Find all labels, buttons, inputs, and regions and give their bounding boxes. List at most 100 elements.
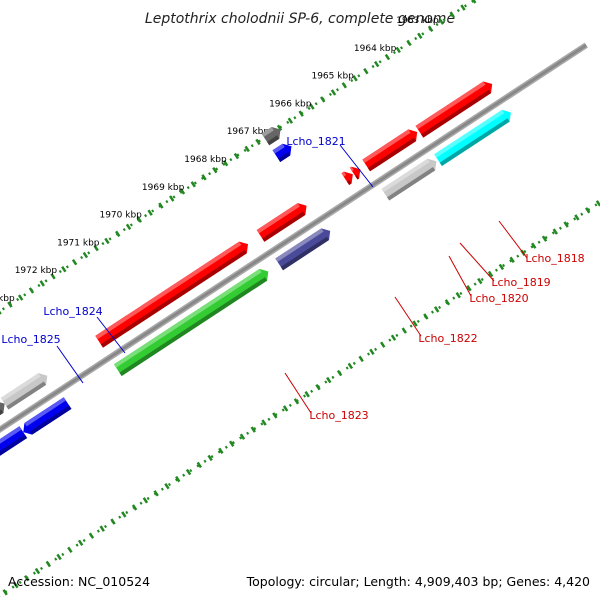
ruler-tick <box>115 230 121 238</box>
ruler-tick <box>222 159 229 167</box>
inner-tick <box>304 391 310 398</box>
leader-line <box>394 296 422 337</box>
ruler-tick <box>287 117 294 124</box>
ruler-tick <box>341 82 347 89</box>
ruler-tick <box>384 53 391 61</box>
ruler-tick <box>50 273 56 280</box>
ruler-label: 1964 kbp <box>354 44 397 54</box>
inner-tick <box>153 490 159 497</box>
inner-tick <box>541 235 548 242</box>
ruler-tick <box>417 32 423 40</box>
inner-tick <box>380 341 386 348</box>
gene-label: Lcho_1823 <box>309 409 368 422</box>
inner-tick <box>477 277 483 285</box>
inner-tick <box>45 560 51 568</box>
inner-tick <box>272 412 278 419</box>
ruler-tick <box>179 188 186 195</box>
gene-arrow <box>381 158 437 201</box>
inner-tick <box>56 553 62 561</box>
ruler-label: 1972 kbp <box>15 266 58 276</box>
inner-tick <box>552 228 559 235</box>
gene-label: Lcho_1818 <box>525 252 584 265</box>
inner-tick <box>142 497 149 504</box>
leader-line <box>339 144 374 188</box>
inner-tick <box>228 440 235 447</box>
ruler-label: 1973 kbp <box>0 294 15 304</box>
ruler-tick <box>449 11 455 18</box>
inner-tick <box>175 475 181 483</box>
inner-tick <box>164 482 170 490</box>
inner-tick <box>423 313 429 320</box>
gene-arrow <box>95 241 248 348</box>
inner-tick <box>487 270 494 278</box>
inner-tick <box>77 539 84 546</box>
gene-arrow <box>349 166 361 180</box>
ruler-tick <box>7 301 13 308</box>
ruler-tick <box>17 294 24 301</box>
ruler-tick <box>395 46 401 54</box>
inner-tick <box>401 327 407 334</box>
inner-tick <box>239 433 246 440</box>
ruler-tick <box>0 308 2 315</box>
gene-arrow <box>0 426 28 460</box>
inner-tick <box>2 589 8 596</box>
inner-tick <box>358 355 364 363</box>
gene-label: Lcho_1825 <box>1 333 60 346</box>
inner-tick <box>131 504 138 511</box>
inner-tick <box>433 306 440 313</box>
gene-labels: Lcho_1821 Lcho_1824 Lcho_1825 Lcho_1818 Lcho… <box>1 135 584 422</box>
gene-label: Lcho_1819 <box>491 276 550 289</box>
gene-arrow <box>275 228 331 271</box>
ruler-tick <box>212 167 218 174</box>
ruler-tick <box>125 223 132 230</box>
label-leaders <box>56 144 528 414</box>
inner-tick <box>185 468 192 476</box>
gene-arrow <box>415 81 493 138</box>
ruler-tick <box>320 96 326 103</box>
inner-tick <box>110 518 116 525</box>
ruler-tick <box>373 60 380 68</box>
leader-line <box>56 345 84 384</box>
inner-tick <box>455 292 461 299</box>
gene-features <box>0 81 511 460</box>
inner-tick <box>326 376 332 384</box>
leader-line <box>96 316 126 354</box>
map-title: Leptothrix cholodnii SP-6, complete geno… <box>145 11 455 27</box>
ruler-tick <box>233 152 240 160</box>
ruler-tick <box>168 195 175 202</box>
inner-tick <box>347 362 354 370</box>
ruler-track <box>0 0 533 413</box>
ruler-tick <box>136 216 143 223</box>
inner-tick <box>196 461 203 469</box>
ruler-tick <box>330 89 337 96</box>
inner-tick <box>531 242 537 249</box>
ruler-tick <box>298 110 304 117</box>
inner-tick <box>369 348 375 356</box>
inner-tick <box>250 426 256 433</box>
ruler-label: 1968 kbp <box>184 155 227 165</box>
inner-tick <box>207 454 213 462</box>
ruler-tick <box>61 266 67 273</box>
ruler-tick <box>471 0 477 4</box>
gene-label: Lcho_1822 <box>418 332 477 345</box>
gene-arrow <box>0 373 48 410</box>
ruler-tick <box>201 174 207 181</box>
inner-tick <box>293 398 300 405</box>
ruler-tick <box>93 244 99 252</box>
inner-tick <box>336 369 343 377</box>
inner-tick <box>466 284 472 292</box>
leader-line <box>498 220 528 259</box>
gene-label: Lcho_1821 <box>286 135 345 148</box>
ruler-label: 1963 kbp <box>396 16 439 26</box>
inner-tick <box>121 511 127 518</box>
ruler-tick <box>438 18 445 25</box>
ruler-tick <box>363 67 369 75</box>
backbone <box>0 42 588 498</box>
topology-text: Topology: circular; Length: 4,909,403 bp… <box>246 574 590 589</box>
inner-tick <box>315 383 321 391</box>
gene-arrow <box>434 109 511 167</box>
ruler-tick <box>276 124 283 131</box>
ruler-tick <box>190 181 196 188</box>
inner-tick <box>574 214 580 221</box>
